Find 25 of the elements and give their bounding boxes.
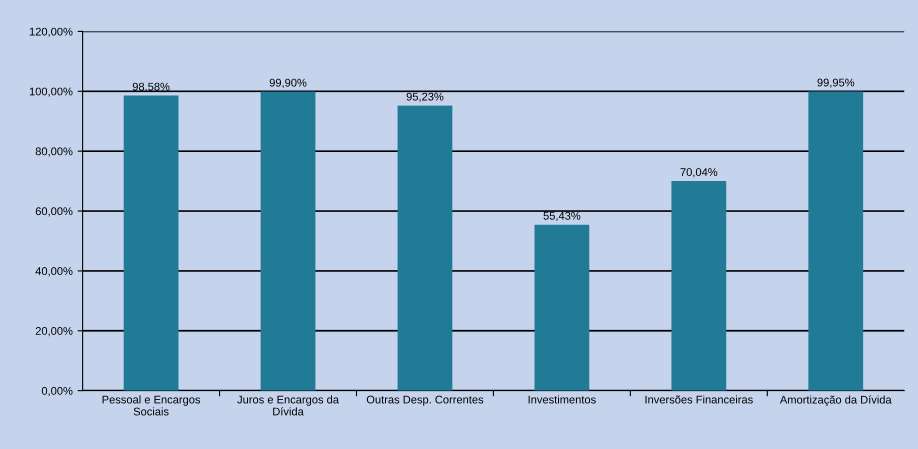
x-tick-label: Outras Desp. Correntes	[366, 396, 484, 406]
y-tick-label: 0,00%	[42, 386, 73, 396]
y-tick-label: 120,00%	[30, 28, 73, 37]
x-tick-label: Amortização da Dívida	[780, 395, 892, 406]
data-label: 98,58%	[132, 82, 170, 92]
data-label: 99,95%	[817, 78, 854, 88]
data-label: 70,04%	[680, 168, 718, 178]
y-tick-label: 20,00%	[36, 327, 73, 336]
y-tick-label: 60,00%	[36, 207, 73, 216]
data-label: 55,43%	[543, 212, 580, 222]
x-tick-label: Juros e Encargos da Dívida	[237, 395, 339, 416]
bar	[398, 106, 452, 391]
y-tick-label: 100,00%	[30, 88, 73, 97]
x-tick-label: Investimentos	[528, 395, 596, 404]
y-tick-label: 40,00%	[35, 267, 73, 276]
x-tick-label: Pessoal e Encargos Sociais	[102, 395, 200, 416]
x-tick-label: Inversões Financeiras	[646, 395, 753, 404]
bar	[124, 96, 178, 391]
y-tick-label: 80,00%	[36, 147, 73, 157]
bar	[260, 92, 316, 391]
bar	[534, 224, 590, 391]
bar	[671, 180, 726, 391]
data-label: 95,23%	[406, 92, 444, 102]
data-label: 99,90%	[270, 78, 306, 88]
bar	[808, 91, 864, 391]
